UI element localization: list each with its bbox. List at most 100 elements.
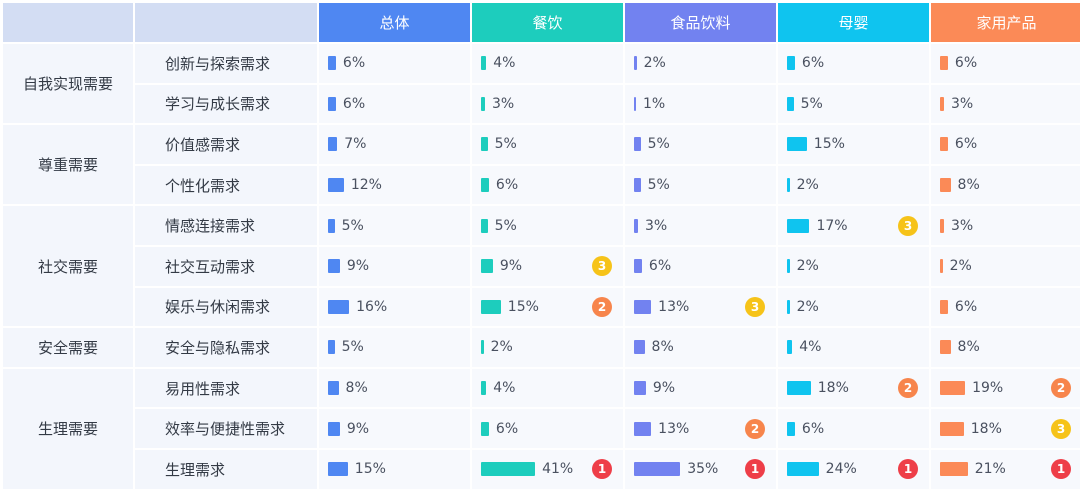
value-bar	[787, 421, 795, 436]
value-label: 41%	[542, 461, 574, 478]
value-bar	[634, 421, 652, 436]
data-cell: 9%	[319, 247, 470, 286]
value-label: 6%	[342, 55, 366, 72]
value-bar	[787, 340, 793, 355]
value-label: 6%	[954, 55, 978, 72]
value-label: 9%	[652, 380, 676, 397]
value-label: 6%	[495, 177, 519, 194]
data-cell: 5%	[472, 125, 623, 164]
value-bar	[328, 96, 336, 111]
value-bar	[634, 340, 645, 355]
value-bar	[481, 381, 487, 396]
data-cell: 3%	[625, 206, 776, 245]
value-bar	[634, 259, 642, 274]
value-label: 5%	[341, 217, 364, 234]
data-cell: 5%	[778, 84, 929, 124]
data-cell: 1%	[625, 84, 776, 124]
value-bar	[634, 218, 638, 233]
column-header[interactable]: 母婴	[778, 3, 929, 42]
data-cell: 6%	[472, 409, 623, 448]
value-bar	[634, 178, 641, 193]
group-label: 安全需要	[3, 328, 133, 367]
column-header[interactable]: 总体	[319, 3, 470, 42]
row-label: 个性化需求	[135, 165, 317, 205]
column-header[interactable]: 家用产品	[931, 3, 1080, 42]
data-cell: 15%	[319, 450, 470, 489]
group-label: 社交需要	[3, 206, 133, 327]
value-label: 15%	[813, 136, 845, 153]
value-label: 5%	[494, 136, 517, 153]
value-label: 21%	[974, 461, 1006, 478]
value-bar	[940, 96, 944, 111]
value-bar	[634, 56, 637, 71]
value-bar	[940, 178, 951, 193]
value-label: 24%	[825, 461, 857, 478]
data-cell: 9%	[319, 409, 470, 448]
value-label: 2%	[643, 55, 666, 72]
value-label: 9%	[499, 258, 523, 275]
data-cell: 21% 1	[931, 450, 1080, 489]
value-bar	[328, 421, 340, 436]
value-bar	[940, 462, 968, 477]
data-cell: 9% 3	[472, 247, 623, 286]
column-header[interactable]: 餐饮	[472, 3, 623, 42]
value-bar	[481, 96, 485, 111]
value-label: 17%	[816, 217, 848, 234]
value-bar	[940, 218, 944, 233]
value-label: 2%	[949, 258, 972, 275]
value-label: 7%	[344, 136, 367, 153]
value-bar	[787, 381, 811, 396]
value-label: 13%	[658, 420, 690, 437]
value-bar	[328, 178, 344, 193]
data-cell: 3%	[931, 84, 1080, 124]
rank-badge: 2	[898, 378, 918, 399]
value-label: 3%	[950, 95, 974, 112]
value-bar	[787, 259, 790, 274]
value-label: 6%	[954, 298, 978, 315]
value-label: 5%	[647, 136, 670, 153]
value-label: 6%	[801, 55, 825, 72]
value-label: 4%	[493, 55, 516, 72]
value-label: 35%	[687, 461, 719, 478]
data-cell: 6%	[625, 247, 776, 286]
value-bar	[634, 299, 652, 314]
row-label: 娱乐与休闲需求	[135, 287, 317, 327]
value-label: 8%	[957, 177, 980, 194]
value-bar	[787, 299, 790, 314]
value-bar	[481, 56, 487, 71]
value-bar	[328, 381, 339, 396]
value-label: 18%	[817, 380, 849, 397]
value-bar	[328, 137, 338, 152]
value-bar	[481, 178, 489, 193]
value-bar	[634, 462, 681, 477]
value-label: 2%	[796, 177, 819, 194]
value-label: 15%	[354, 461, 386, 478]
value-label: 8%	[957, 339, 980, 356]
value-bar	[481, 340, 484, 355]
value-bar	[940, 299, 948, 314]
rank-badge: 1	[898, 459, 918, 480]
value-bar	[787, 96, 794, 111]
value-label: 6%	[342, 95, 366, 112]
value-label: 4%	[493, 380, 516, 397]
value-label: 5%	[494, 217, 517, 234]
data-cell: 24% 1	[778, 450, 929, 489]
row-label: 价值感需求	[135, 125, 317, 164]
rank-badge: 2	[1051, 378, 1071, 399]
value-bar	[787, 218, 810, 233]
data-cell: 19% 2	[931, 368, 1080, 408]
column-header[interactable]: 食品饮料	[625, 3, 776, 42]
data-cell: 6%	[319, 44, 470, 83]
data-cell: 6%	[472, 165, 623, 205]
value-label: 5%	[647, 177, 670, 194]
data-cell: 8%	[931, 328, 1080, 367]
value-label: 9%	[346, 420, 370, 437]
value-label: 2%	[796, 258, 819, 275]
value-label: 3%	[644, 217, 668, 234]
data-cell: 41% 1	[472, 450, 623, 489]
value-bar	[481, 462, 536, 477]
value-label: 6%	[648, 258, 672, 275]
value-bar	[940, 381, 966, 396]
data-cell: 6%	[778, 44, 929, 83]
